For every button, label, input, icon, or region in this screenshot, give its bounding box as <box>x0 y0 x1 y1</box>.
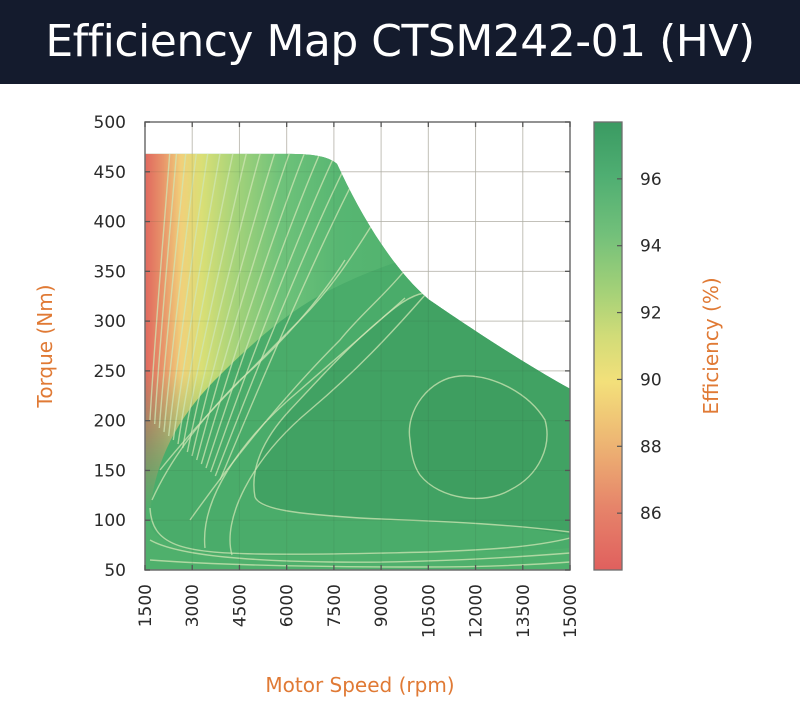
contour-lines <box>149 153 570 568</box>
x-tick-label: 12000 <box>467 584 487 638</box>
colorbar-label: Efficiency (%) <box>699 277 723 414</box>
colorbar <box>593 121 623 571</box>
y-tick-label: 500 <box>94 113 126 133</box>
colorbar-tick-label: 92 <box>640 304 662 324</box>
contour-line <box>210 153 338 473</box>
contour-line <box>200 153 307 465</box>
x-tick-label: 7500 <box>325 584 345 627</box>
contour-line <box>181 153 248 449</box>
x-tick-label: 15000 <box>561 584 581 638</box>
contour-line <box>163 153 198 433</box>
grid-lines-overlay <box>145 122 570 570</box>
contour-line <box>149 153 171 421</box>
x-tick-label: 1500 <box>136 584 156 627</box>
colorbar-tick-label: 90 <box>640 370 662 390</box>
y-tick-label: 450 <box>94 163 126 183</box>
contour-line <box>172 153 222 441</box>
y-axis-label: Torque (Nm) <box>33 284 57 408</box>
contour-line <box>149 507 570 555</box>
contour-line <box>153 153 178 425</box>
y-axis-tick-labels: 50 100 150 200 250 300 350 400 450 500 <box>94 113 126 581</box>
x-tick-label: 9000 <box>372 584 392 627</box>
x-axis-label: Motor Speed (rpm) <box>265 673 454 697</box>
page-title: Efficiency Map CTSM242-01 (HV) <box>45 16 755 67</box>
contour-line <box>149 539 570 563</box>
region-97-5-island <box>409 375 547 499</box>
axis-tick-marks <box>144 121 571 571</box>
colorbar-tick-label: 96 <box>640 170 662 190</box>
contour-line <box>195 153 292 461</box>
y-tick-label: 250 <box>94 362 126 382</box>
x-axis-tick-labels: 1500 3000 4500 6000 7500 9000 10500 12000 13500 1… <box>136 584 581 638</box>
x-tick-label: 13500 <box>514 584 534 638</box>
contour-line <box>151 259 346 501</box>
y-tick-label: 400 <box>94 213 126 233</box>
x-tick-label: 4500 <box>230 584 250 627</box>
contour-line <box>229 294 426 556</box>
contour-line <box>158 153 187 429</box>
contour-line <box>205 153 322 469</box>
y-tick-label: 50 <box>104 561 126 581</box>
contour-line <box>253 292 426 498</box>
colorbar-tick-label: 86 <box>640 504 662 524</box>
contour-line <box>177 153 235 445</box>
contour-line <box>167 153 210 437</box>
plot-frame <box>144 121 571 571</box>
y-tick-label: 300 <box>94 312 126 332</box>
x-tick-label: 6000 <box>278 584 298 627</box>
x-tick-label: 3000 <box>183 584 203 627</box>
contour-line <box>191 153 277 457</box>
y-tick-label: 200 <box>94 412 126 432</box>
contour-line <box>189 269 406 521</box>
contour-line <box>254 496 570 533</box>
y-tick-label: 100 <box>94 511 126 531</box>
contour-line <box>214 153 355 477</box>
title-banner: Efficiency Map CTSM242-01 (HV) <box>0 0 800 84</box>
x-tick-label: 10500 <box>419 584 439 638</box>
colorbar-tick-label: 94 <box>640 237 662 257</box>
contour-line <box>186 153 262 453</box>
y-tick-label: 150 <box>94 461 126 481</box>
y-tick-label: 350 <box>94 262 126 282</box>
colorbar-ticks: 86 88 90 92 94 96 <box>617 170 662 524</box>
colorbar-tick-label: 88 <box>640 437 662 457</box>
contour-line <box>149 559 570 568</box>
contour-line <box>408 375 548 500</box>
